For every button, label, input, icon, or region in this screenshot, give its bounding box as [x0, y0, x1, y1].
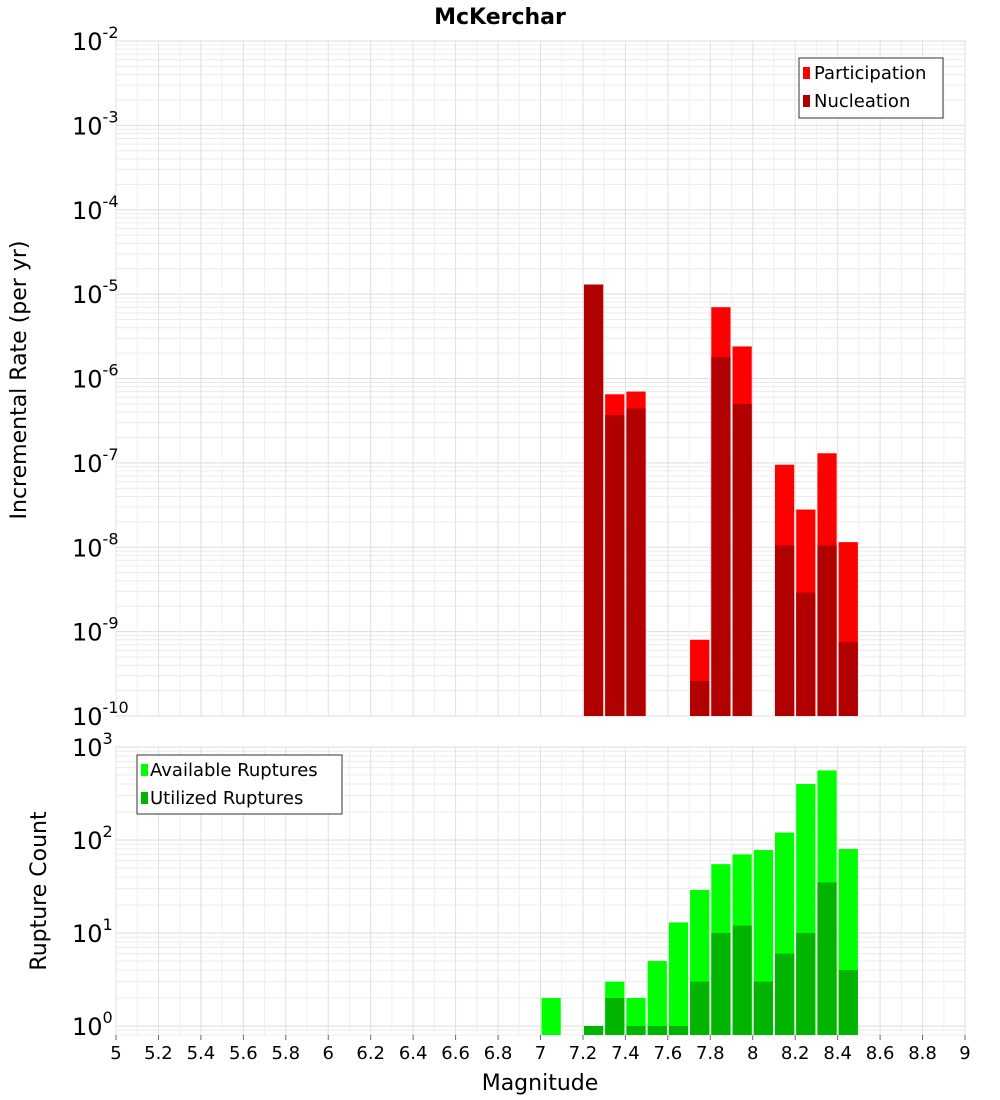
x-tick-label: 7.6 [654, 1043, 683, 1064]
y-tick-label: 10-8 [72, 529, 119, 562]
top-y-axis-label: Incremental Rate (per yr) [7, 241, 32, 520]
legend-available-swatch [141, 764, 148, 776]
x-tick-label: 8.6 [866, 1043, 895, 1064]
top-bars [583, 284, 858, 716]
x-axis-label: Magnitude [482, 1071, 599, 1096]
y-tick-label: 10-4 [72, 192, 119, 225]
x-tick-label: 8 [747, 1043, 758, 1064]
bar-utilized-ruptures [838, 969, 858, 1035]
top-legend: Participation Nucleation [798, 57, 944, 119]
bar-nucleation [817, 545, 837, 716]
y-tick-label: 10-10 [72, 698, 129, 731]
legend-utilized-label: Utilized Ruptures [150, 788, 303, 809]
bottom-legend-box [136, 754, 343, 815]
bar-utilized-ruptures [647, 1025, 667, 1035]
x-tick-label: 7.4 [611, 1043, 640, 1064]
bar-nucleation [605, 414, 625, 716]
bar-nucleation [838, 642, 858, 716]
bar-nucleation [774, 545, 795, 716]
y-tick-label: 10-6 [72, 361, 119, 394]
bar-available-ruptures [541, 997, 561, 1035]
chart-title: McKerchar [434, 5, 566, 30]
bar-utilized-ruptures [668, 1025, 689, 1035]
x-tick-label: 6.6 [441, 1043, 470, 1064]
y-tick-label: 10-5 [72, 276, 119, 309]
bar-nucleation [711, 356, 731, 716]
bar-available-ruptures [668, 922, 689, 1035]
x-tick-label: 5.8 [271, 1043, 300, 1064]
bottom-y-axis-label: Rupture Count [27, 811, 52, 971]
x-tick-label: 8.4 [823, 1043, 852, 1064]
top-gridlines [115, 40, 966, 717]
x-tick-label: 6.2 [356, 1043, 385, 1064]
legend-participation-label: Participation [814, 63, 926, 84]
bar-nucleation [796, 592, 816, 716]
x-tick-label: 6.8 [484, 1043, 513, 1064]
legend-nucleation-label: Nucleation [814, 91, 910, 112]
x-tick-label: 5.6 [229, 1043, 258, 1064]
legend-available-label: Available Ruptures [150, 760, 318, 781]
x-tick-label: 8.2 [781, 1043, 810, 1064]
bar-utilized-ruptures [626, 1025, 646, 1035]
bar-utilized-ruptures [817, 882, 837, 1035]
bottom-bars [541, 770, 858, 1035]
y-tick-label: 10-7 [72, 445, 119, 478]
bottom-legend: Available Ruptures Utilized Ruptures [136, 754, 343, 815]
y-tick-label: 10-9 [72, 614, 119, 647]
bar-utilized-ruptures [711, 932, 731, 1035]
bar-nucleation [732, 403, 752, 716]
bar-available-ruptures [647, 960, 667, 1035]
bar-utilized-ruptures [690, 981, 710, 1035]
x-tick-label: 6 [323, 1043, 334, 1064]
x-tick-label: 6.4 [399, 1043, 428, 1064]
x-tick-label: 7.8 [696, 1043, 725, 1064]
y-tick-label: 101 [72, 915, 113, 948]
top-y-tick-labels: 10-2 10-3 10-4 10-5 10-6 10-7 10-8 10-9 10-10 [72, 23, 129, 731]
x-tick-label: 7.2 [569, 1043, 598, 1064]
x-tick-label: 5 [110, 1043, 121, 1064]
legend-nucleation-swatch [803, 95, 810, 107]
x-tick-label: 7 [535, 1043, 546, 1064]
y-tick-label: 10-2 [72, 23, 119, 56]
y-tick-label: 103 [72, 729, 113, 762]
bar-nucleation [583, 284, 604, 716]
y-tick-label: 10-3 [72, 107, 119, 140]
x-tick-label: 8.8 [908, 1043, 937, 1064]
bottom-y-tick-labels: 103 102 101 100 [72, 729, 113, 1041]
x-tick-label: 5.4 [187, 1043, 216, 1064]
bar-utilized-ruptures [583, 1025, 604, 1035]
y-tick-label: 102 [72, 822, 113, 855]
bar-nucleation [690, 680, 710, 716]
x-tick-labels: 5 5.2 5.4 5.6 5.8 6 6.2 6.4 6.6 6.8 7 7.2 7.4 7.6 7.8 8… [110, 1035, 971, 1064]
legend-utilized-swatch [141, 792, 148, 804]
bar-utilized-ruptures [732, 925, 752, 1035]
bar-utilized-ruptures [796, 932, 816, 1035]
bar-utilized-ruptures [605, 997, 625, 1035]
x-tick-label: 9 [959, 1043, 970, 1064]
x-tick-label: 5.2 [144, 1043, 173, 1064]
legend-participation-swatch [803, 67, 810, 79]
bar-nucleation [626, 408, 646, 716]
top-legend-box [798, 57, 944, 119]
y-tick-label: 100 [72, 1008, 113, 1041]
bar-available-ruptures [626, 997, 646, 1035]
bar-utilized-ruptures [774, 953, 795, 1035]
bar-utilized-ruptures [753, 981, 773, 1035]
